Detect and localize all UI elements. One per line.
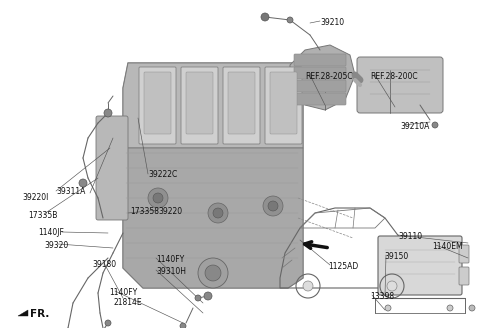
FancyBboxPatch shape xyxy=(270,72,297,134)
Text: 39310H: 39310H xyxy=(156,267,186,276)
Text: 1140JF: 1140JF xyxy=(38,228,64,237)
Text: 39311A: 39311A xyxy=(56,187,85,196)
Circle shape xyxy=(263,196,283,216)
Circle shape xyxy=(198,258,228,288)
FancyBboxPatch shape xyxy=(265,67,302,144)
FancyBboxPatch shape xyxy=(294,67,346,79)
Circle shape xyxy=(303,281,313,291)
FancyBboxPatch shape xyxy=(357,57,443,113)
Text: REF.28-205C: REF.28-205C xyxy=(305,72,353,81)
Text: FR.: FR. xyxy=(30,309,49,319)
Polygon shape xyxy=(123,63,303,288)
Circle shape xyxy=(104,109,112,117)
FancyBboxPatch shape xyxy=(294,54,346,66)
FancyBboxPatch shape xyxy=(294,80,346,92)
Text: 39220: 39220 xyxy=(158,207,182,216)
Text: 39320: 39320 xyxy=(44,241,68,250)
FancyBboxPatch shape xyxy=(223,67,260,144)
Text: 39180: 39180 xyxy=(92,260,116,269)
Circle shape xyxy=(79,179,87,187)
Text: 39110: 39110 xyxy=(398,232,422,241)
Text: 39210A: 39210A xyxy=(400,122,430,131)
FancyBboxPatch shape xyxy=(186,72,213,134)
Polygon shape xyxy=(123,148,303,288)
Polygon shape xyxy=(290,45,355,110)
Circle shape xyxy=(195,295,201,301)
Circle shape xyxy=(208,203,228,223)
Text: 21814E: 21814E xyxy=(114,298,143,307)
Text: 39150: 39150 xyxy=(384,252,408,261)
FancyBboxPatch shape xyxy=(144,72,171,134)
Text: 39220I: 39220I xyxy=(22,193,48,202)
Text: 1125AD: 1125AD xyxy=(328,262,358,271)
Circle shape xyxy=(447,305,453,311)
FancyBboxPatch shape xyxy=(459,245,469,263)
Circle shape xyxy=(213,208,223,218)
Circle shape xyxy=(105,320,111,326)
Polygon shape xyxy=(123,63,303,148)
Text: 39222C: 39222C xyxy=(148,170,177,179)
FancyBboxPatch shape xyxy=(378,236,462,295)
FancyBboxPatch shape xyxy=(96,116,128,220)
Circle shape xyxy=(180,323,186,328)
Text: 1140FY: 1140FY xyxy=(156,255,184,264)
Circle shape xyxy=(268,201,278,211)
Circle shape xyxy=(261,13,269,21)
Circle shape xyxy=(385,305,391,311)
Text: REF.28-200C: REF.28-200C xyxy=(370,72,418,81)
Text: 17335B: 17335B xyxy=(28,211,58,220)
Circle shape xyxy=(205,265,221,281)
Circle shape xyxy=(148,188,168,208)
Text: 39210: 39210 xyxy=(320,18,344,27)
FancyBboxPatch shape xyxy=(459,267,469,285)
Text: 173358: 173358 xyxy=(130,207,159,216)
FancyBboxPatch shape xyxy=(294,93,346,105)
Circle shape xyxy=(204,292,212,300)
Circle shape xyxy=(387,281,397,291)
Circle shape xyxy=(153,193,163,203)
Circle shape xyxy=(469,305,475,311)
FancyBboxPatch shape xyxy=(181,67,218,144)
FancyBboxPatch shape xyxy=(139,67,176,144)
Circle shape xyxy=(287,17,293,23)
Text: 1140EM: 1140EM xyxy=(432,242,463,251)
FancyBboxPatch shape xyxy=(228,72,255,134)
Circle shape xyxy=(432,122,438,128)
Polygon shape xyxy=(18,310,28,316)
Text: 1140FY: 1140FY xyxy=(109,288,137,297)
Text: 13398: 13398 xyxy=(370,292,394,301)
